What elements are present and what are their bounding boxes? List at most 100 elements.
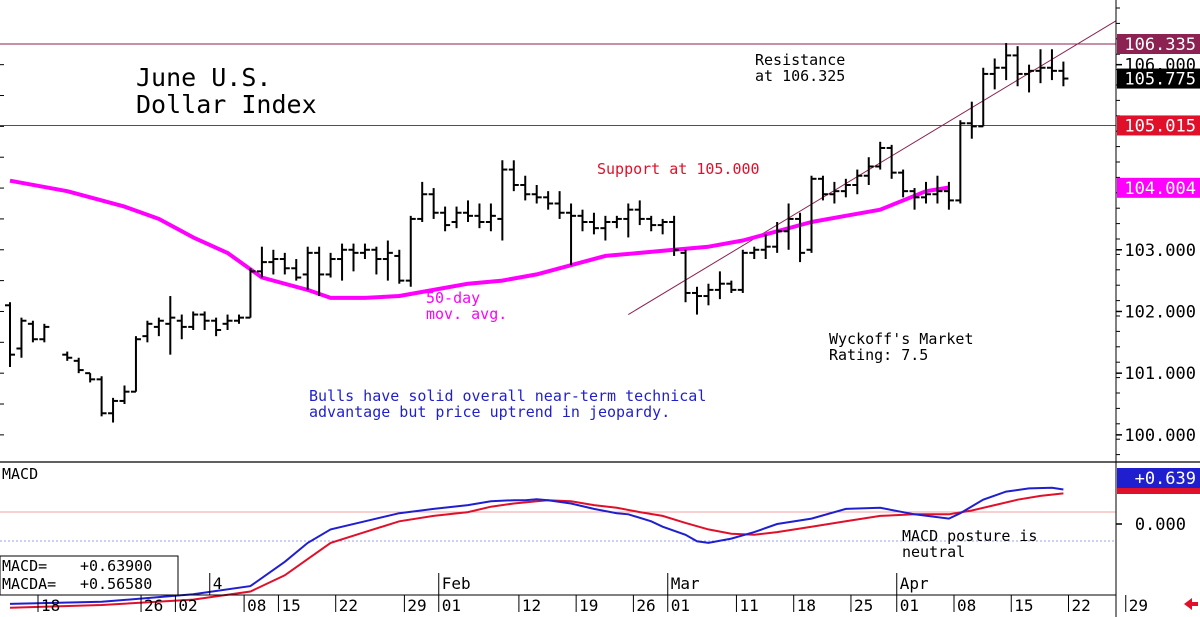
ohlc-bar bbox=[359, 243, 370, 260]
ohlc-bar bbox=[497, 160, 508, 241]
ohlc-bar bbox=[268, 249, 279, 275]
macd-signal-line bbox=[9, 492, 1064, 609]
macd-posture-note: MACD posture is bbox=[902, 527, 1037, 545]
ohlc-bar bbox=[520, 175, 531, 201]
ohlc-bar bbox=[1012, 46, 1023, 87]
ohlc-bar bbox=[898, 169, 909, 198]
ohlc-bar bbox=[199, 311, 210, 330]
macd-tag-label: +0.639 bbox=[1135, 469, 1196, 489]
ohlc-bar bbox=[211, 317, 222, 337]
moving-average-label: mov. avg. bbox=[426, 305, 507, 323]
ohlc-bar bbox=[153, 317, 164, 337]
ohlc-bar bbox=[234, 314, 244, 324]
macd-label: MACD bbox=[2, 465, 38, 483]
ohlc-bar bbox=[302, 246, 313, 290]
ohlc-bar bbox=[886, 144, 897, 179]
ohlc-bar bbox=[966, 101, 977, 139]
ohlc-bar bbox=[222, 314, 233, 330]
ohlc-bar bbox=[474, 203, 485, 229]
date-tick-label: 29 bbox=[1129, 596, 1148, 615]
ohlc-bar bbox=[1035, 49, 1046, 84]
macd-readout-label: MACD= bbox=[2, 557, 47, 575]
macd-posture-note: neutral bbox=[902, 543, 965, 561]
arrow-shape bbox=[1184, 598, 1198, 610]
date-tick-label: 15 bbox=[1014, 596, 1033, 615]
ohlc-bar bbox=[703, 283, 714, 306]
ohlc-bar bbox=[932, 175, 943, 204]
ohlc-bar bbox=[382, 240, 393, 281]
support-label: Support at 105.000 bbox=[597, 160, 760, 178]
date-tick-label: 26 bbox=[144, 596, 163, 615]
ohlc-bar bbox=[669, 215, 680, 256]
ohlc-bar bbox=[817, 175, 828, 201]
resistance-label: at 106.325 bbox=[755, 67, 845, 85]
ohlc-bar bbox=[62, 351, 73, 361]
ohlc-bar bbox=[943, 181, 954, 210]
ohlc-bar bbox=[279, 252, 290, 275]
macd-tick-label: 0.000 bbox=[1135, 515, 1186, 535]
ohlc-bar bbox=[875, 141, 886, 170]
ohlc-bar bbox=[989, 58, 1000, 90]
ohlc-bar bbox=[39, 323, 50, 343]
macda-tag-strip bbox=[1117, 488, 1200, 494]
ohlc-bar bbox=[291, 259, 302, 281]
date-tick-label: 18 bbox=[797, 596, 816, 615]
ohlc-bar bbox=[543, 191, 554, 210]
price-tag bbox=[1117, 115, 1200, 136]
ohlc-bar bbox=[714, 271, 725, 300]
price-tag-label: 105.015 bbox=[1124, 116, 1196, 136]
date-tick-label: 01 bbox=[442, 596, 461, 615]
ohlc-bar bbox=[27, 320, 38, 343]
ohlc-bar bbox=[1046, 49, 1057, 81]
ohlc-bar bbox=[749, 246, 760, 260]
ohlc-bar bbox=[108, 397, 119, 423]
ohlc-bar bbox=[256, 246, 267, 278]
ohlc-bar bbox=[119, 385, 130, 405]
macd-tag bbox=[1117, 468, 1200, 488]
chart-title: Dollar Index bbox=[136, 90, 317, 119]
ohlc-bar bbox=[772, 222, 783, 253]
ohlc-bar bbox=[531, 184, 542, 204]
ohlc-bar bbox=[348, 243, 359, 272]
ohlc-bar bbox=[863, 157, 874, 185]
month-label: Apr bbox=[900, 574, 929, 593]
ohlc-bar bbox=[85, 372, 96, 383]
ohlc-bar bbox=[783, 203, 794, 250]
date-tick-label: 12 bbox=[522, 596, 541, 615]
macd-readout-value: +0.63900 bbox=[80, 557, 152, 575]
ohlc-bar bbox=[5, 302, 15, 367]
ohlc-bar bbox=[440, 206, 451, 232]
macd-readout-box bbox=[0, 555, 179, 596]
price-tag-label: 104.004 bbox=[1124, 179, 1196, 199]
price-tick-label: 102.000 bbox=[1124, 302, 1196, 322]
date-tick-label: 25 bbox=[854, 596, 873, 615]
ohlc-bar bbox=[405, 215, 416, 287]
ohlc-bar bbox=[73, 357, 84, 374]
ohlc-bar bbox=[417, 181, 428, 223]
ohlc-bar bbox=[188, 311, 199, 330]
price-tag-label: 106.335 bbox=[1124, 35, 1196, 55]
ohlc-bar bbox=[577, 209, 588, 232]
price-tag bbox=[1117, 68, 1200, 89]
ohlc-bar bbox=[176, 314, 187, 340]
arrow-left-icon bbox=[1184, 598, 1198, 610]
moving-average-line bbox=[9, 178, 950, 300]
month-label: Mar bbox=[671, 574, 700, 593]
ohlc-bar bbox=[978, 67, 989, 128]
ohlc-bar bbox=[806, 175, 817, 253]
macd-readout-label: MACDA= bbox=[2, 575, 56, 593]
commentary: advantage but price uptrend in jeopardy. bbox=[309, 403, 670, 421]
ohlc-bar bbox=[142, 320, 153, 343]
ohlc-bar bbox=[394, 249, 405, 284]
ohlc-bar bbox=[611, 215, 622, 229]
date-tick-label: 15 bbox=[281, 596, 300, 615]
ohlc-bar bbox=[795, 212, 806, 263]
price-tick-label: 103.000 bbox=[1124, 241, 1196, 261]
month-label: Feb bbox=[442, 574, 471, 593]
date-tick-label: 18 bbox=[41, 596, 60, 615]
ohlc-bar bbox=[680, 249, 691, 303]
ohlc-bar bbox=[760, 234, 771, 260]
ohlc-bar bbox=[130, 336, 141, 393]
ohlc-bar bbox=[566, 203, 577, 266]
